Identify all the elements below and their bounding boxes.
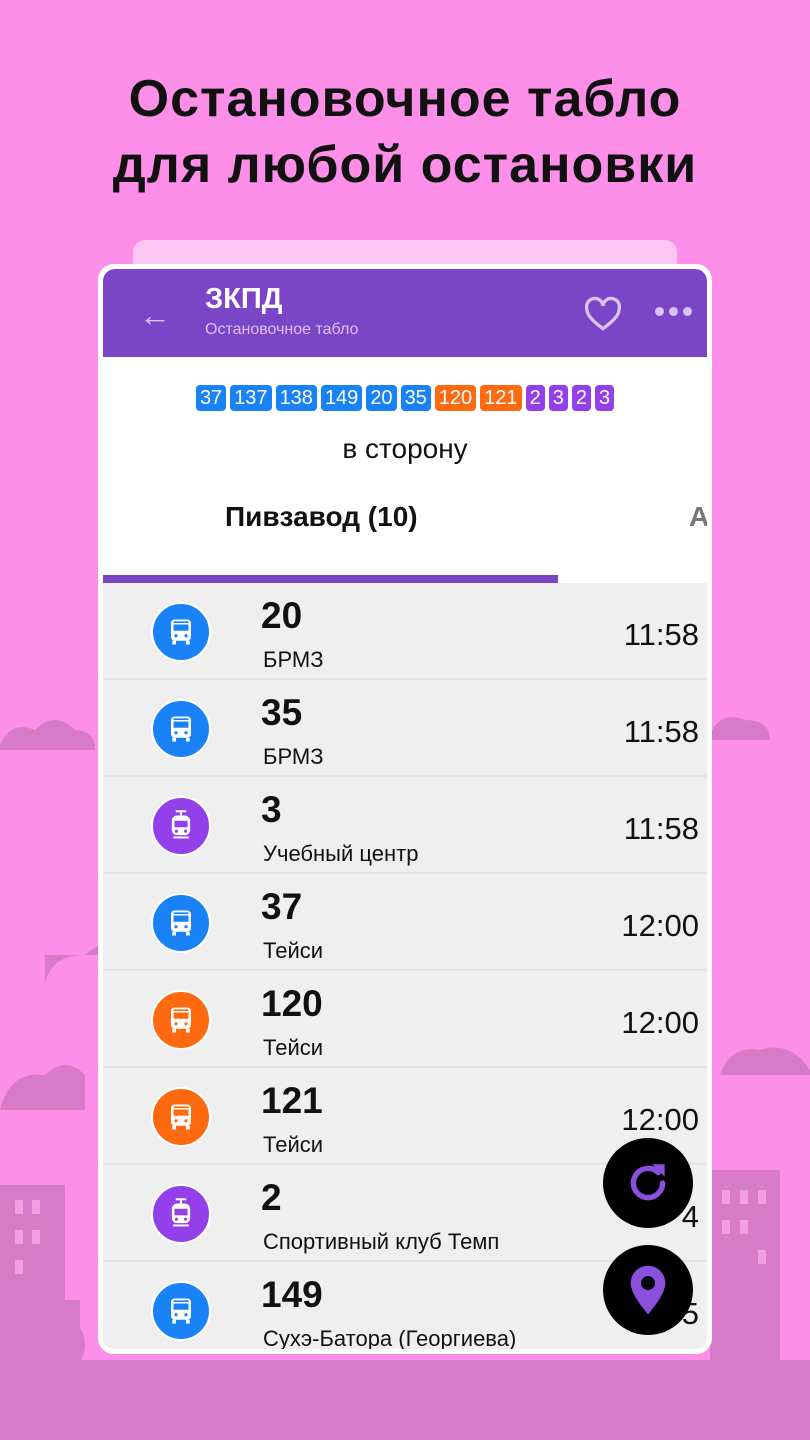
arrival-row[interactable]: 120 Тейси 12:00	[103, 971, 707, 1068]
route-chip[interactable]: 138	[275, 385, 317, 411]
route-destination: Сухэ-Батора (Георгиева)	[263, 1326, 517, 1351]
route-destination: Спортивный клуб Темп	[263, 1229, 500, 1254]
route-chip[interactable]: 3	[594, 385, 615, 411]
bus-icon	[151, 1087, 211, 1147]
phone-screen: ← ЗКПД Остановочное табло 37 137 138 149 20 3…	[98, 264, 712, 1354]
arrival-time: 11:58	[623, 714, 699, 749]
app-bar: ← ЗКПД Остановочное табло	[103, 269, 707, 357]
bus-icon	[151, 602, 211, 662]
route-number: 20	[261, 595, 303, 636]
route-number: 3	[261, 789, 282, 830]
refresh-icon	[630, 1164, 666, 1201]
route-chip[interactable]: 137	[230, 385, 272, 411]
route-destination: Тейси	[263, 1132, 324, 1157]
tab-pivzavod[interactable]: Пивзавод (10)	[225, 501, 418, 532]
arrivals-list[interactable]: 20 БРМЗ 11:58 35 БРМЗ 11:58 3 Учебный це…	[103, 583, 707, 1351]
stop-title: ЗКПД	[205, 283, 283, 315]
route-number: 120	[261, 983, 323, 1024]
arrival-row[interactable]: 37 Тейси 12:00	[103, 874, 707, 971]
bus-icon	[151, 893, 211, 953]
route-number: 121	[261, 1080, 323, 1121]
active-tab-indicator	[103, 575, 558, 583]
bus-icon	[151, 1281, 211, 1341]
tram-icon	[151, 796, 211, 856]
arrival-row[interactable]: 121 Тейси 12:00	[103, 1068, 707, 1165]
route-chip[interactable]: 35	[400, 385, 431, 411]
route-chips: 37 137 138 149 20 35 120 121 2 3 2 3	[103, 385, 707, 411]
promo-headline: Остановочное табло для любой остановки	[0, 66, 810, 198]
route-chip[interactable]: 121	[480, 385, 522, 411]
arrival-time: 4	[681, 1199, 699, 1234]
route-destination: БРМЗ	[263, 647, 324, 672]
route-chip[interactable]: 2	[571, 385, 591, 411]
route-destination: Учебный центр	[263, 841, 419, 866]
arrival-time: 11:58	[623, 617, 699, 652]
promo-line-2: для любой остановки	[112, 136, 698, 194]
arrival-row[interactable]: 2 Спортивный клуб Темп 4	[103, 1165, 707, 1262]
route-destination: Тейси	[263, 938, 324, 963]
arrival-row[interactable]: 3 Учебный центр 11:58	[103, 777, 707, 874]
heart-outline-icon[interactable]	[583, 296, 623, 332]
refresh-button[interactable]	[603, 1138, 693, 1228]
route-chip[interactable]: 3	[548, 385, 568, 411]
route-number: 37	[261, 886, 303, 927]
route-chip[interactable]: 120	[434, 385, 477, 411]
arrival-time: 12:00	[621, 1102, 699, 1137]
route-chip[interactable]: 149	[320, 385, 363, 411]
arrival-row[interactable]: 35 БРМЗ 11:58	[103, 680, 707, 777]
direction-tabs: Пивзавод (10) А	[103, 465, 707, 583]
route-destination: БРМЗ	[263, 744, 324, 769]
stop-subtitle: Остановочное табло	[205, 321, 359, 338]
route-number: 2	[261, 1177, 282, 1218]
map-pin-icon	[630, 1265, 666, 1315]
route-destination: Тейси	[263, 1035, 324, 1060]
route-number: 35	[261, 692, 303, 733]
route-chip[interactable]: 20	[366, 385, 397, 411]
direction-label: в сторону	[342, 433, 468, 464]
bus-icon	[151, 699, 211, 759]
arrival-time: 12:00	[621, 1005, 699, 1040]
arrow-left-icon[interactable]: ←	[139, 297, 171, 333]
arrival-time: 11:58	[623, 811, 699, 846]
arrival-time: 12:00	[621, 908, 699, 943]
promo-line-1: Остановочное табло	[128, 70, 682, 128]
tab-next-direction[interactable]: А	[689, 501, 710, 532]
tram-icon	[151, 1184, 211, 1244]
route-chip[interactable]: 37	[195, 385, 227, 411]
more-horizontal-icon[interactable]	[655, 307, 692, 316]
bus-icon	[151, 990, 211, 1050]
arrival-row[interactable]: 20 БРМЗ 11:58	[103, 583, 707, 680]
location-button[interactable]	[603, 1245, 693, 1335]
route-chip[interactable]: 2	[525, 385, 545, 411]
route-number: 149	[261, 1274, 323, 1315]
